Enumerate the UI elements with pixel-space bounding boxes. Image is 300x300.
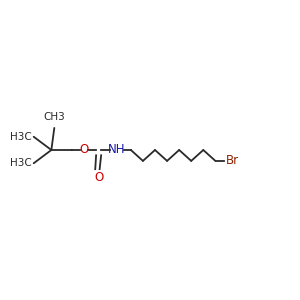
Text: O: O <box>94 172 104 184</box>
Text: H3C: H3C <box>10 158 32 168</box>
Text: CH3: CH3 <box>44 112 65 122</box>
Text: Br: Br <box>226 154 239 167</box>
Text: O: O <box>79 143 88 157</box>
Text: H3C: H3C <box>10 132 32 142</box>
Text: NH: NH <box>107 143 125 157</box>
